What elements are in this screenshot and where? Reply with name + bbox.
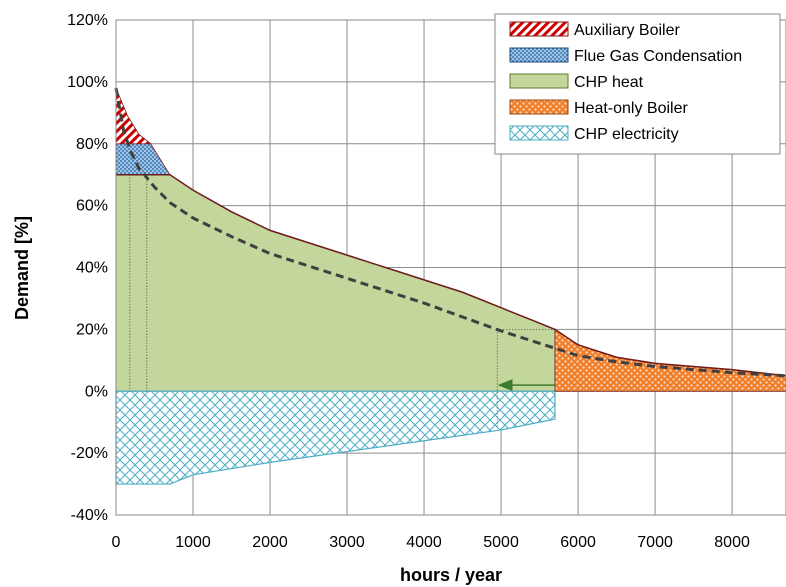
area-chp-electricity [115, 390, 556, 485]
legend-label: Heat-only Boiler [574, 100, 689, 117]
x-tick-label: 5000 [483, 534, 519, 551]
x-tick-label: 6000 [560, 534, 596, 551]
area-series [115, 87, 786, 485]
y-tick-label: 120% [67, 12, 108, 29]
y-axis-title: Demand [%] [12, 216, 32, 320]
reference-lines [129, 174, 555, 429]
legend-swatch [509, 99, 569, 115]
y-tick-labels: -40% -20% 0% 20% 40% 60% 80% 100% 120% [67, 12, 108, 524]
legend-label: Auxiliary Boiler [574, 22, 680, 39]
x-axis-title: hours / year [400, 565, 502, 585]
dashed-curve-line [114, 87, 786, 378]
x-tick-label: 4000 [406, 534, 442, 551]
y-tick-label: -20% [71, 445, 108, 462]
y-tick-label: 80% [76, 136, 108, 153]
x-tick-labels: 0 1000 2000 3000 4000 5000 6000 7000 8000 [112, 534, 750, 551]
y-tick-label: 0% [85, 383, 108, 400]
legend-swatch [509, 47, 569, 63]
legend: Auxiliary Boiler Flue Gas Condensation CHP… [494, 13, 781, 155]
y-tick-label: 60% [76, 198, 108, 215]
plot-frame [115, 19, 786, 516]
area-heat-only-boiler [554, 328, 786, 392]
area-flue-gas-condensation [115, 143, 171, 176]
x-tick-label: 0 [112, 534, 121, 551]
area-chp-heat [115, 174, 556, 392]
x-tick-label: 3000 [329, 534, 365, 551]
heat-demand-outline [116, 173, 786, 377]
legend-swatch [509, 73, 569, 89]
y-tick-label: -40% [71, 507, 108, 524]
y-tick-label: 40% [76, 260, 108, 277]
x-tick-label: 1000 [175, 534, 211, 551]
legend-label: CHP electricity [574, 126, 679, 143]
legend-label: Flue Gas Condensation [574, 48, 742, 65]
x-tick-label: 2000 [252, 534, 288, 551]
y-tick-label: 20% [76, 321, 108, 338]
legend-swatch [509, 21, 569, 37]
legend-swatch [509, 125, 569, 141]
legend-label: CHP heat [574, 74, 644, 91]
y-tick-label: 100% [67, 74, 108, 91]
x-tick-label: 8000 [714, 534, 750, 551]
dashed-demand-curve [114, 87, 786, 378]
x-tick-label: 7000 [637, 534, 673, 551]
